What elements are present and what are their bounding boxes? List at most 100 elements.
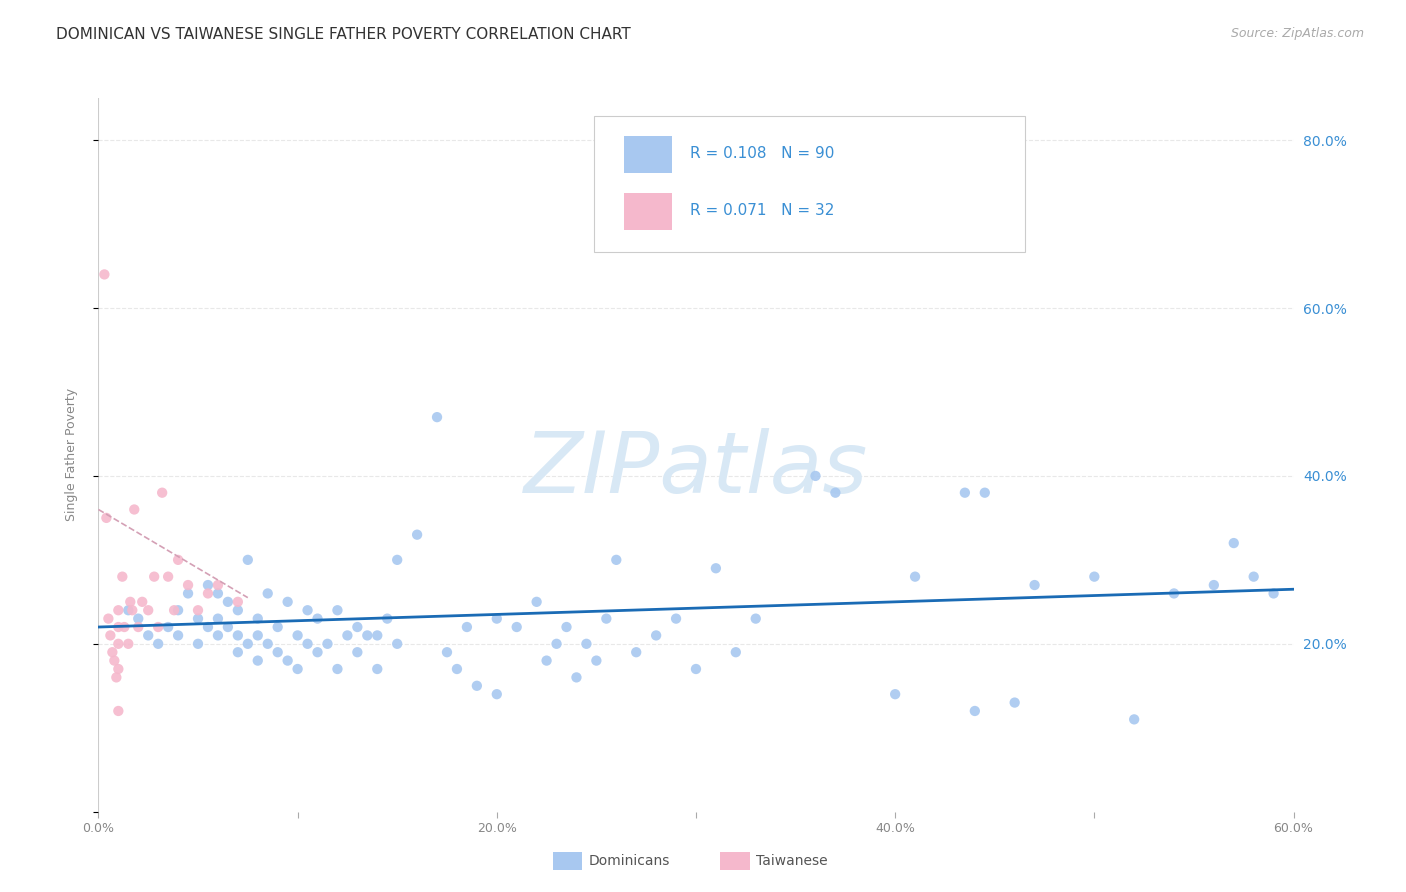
- Point: [356, 628, 378, 642]
- Bar: [720, 853, 749, 871]
- Point: [246, 612, 269, 626]
- Text: Source: ZipAtlas.com: Source: ZipAtlas.com: [1230, 27, 1364, 40]
- Point: [1243, 569, 1265, 583]
- Point: [526, 595, 548, 609]
- Point: [96, 511, 118, 525]
- Point: [1202, 578, 1225, 592]
- Point: [585, 654, 607, 668]
- Point: [456, 620, 478, 634]
- Point: [406, 527, 429, 541]
- Point: [346, 620, 368, 634]
- Point: [884, 687, 907, 701]
- Text: ZIPatlas: ZIPatlas: [524, 427, 868, 511]
- Bar: [624, 193, 672, 230]
- Point: [217, 620, 239, 634]
- Point: [117, 603, 139, 617]
- Point: [105, 670, 128, 684]
- Point: [120, 595, 142, 609]
- Point: [107, 620, 129, 634]
- Point: [167, 553, 190, 567]
- Point: [426, 410, 449, 425]
- Point: [326, 662, 349, 676]
- Point: [446, 662, 468, 676]
- Point: [465, 679, 488, 693]
- Point: [256, 637, 278, 651]
- Point: [107, 662, 129, 676]
- Point: [1263, 586, 1285, 600]
- Point: [704, 561, 727, 575]
- Point: [256, 586, 278, 600]
- Point: [177, 586, 200, 600]
- Point: [685, 662, 707, 676]
- Point: [131, 595, 153, 609]
- Point: [546, 637, 568, 651]
- Point: [904, 569, 927, 583]
- Point: [824, 485, 846, 500]
- Point: [385, 553, 409, 567]
- Point: [1163, 586, 1185, 600]
- Point: [973, 485, 995, 500]
- Point: [366, 628, 388, 642]
- Point: [197, 586, 219, 600]
- Point: [336, 628, 359, 642]
- Point: [287, 628, 309, 642]
- Point: [366, 662, 388, 676]
- Point: [575, 637, 598, 651]
- Point: [307, 612, 329, 626]
- Point: [745, 612, 768, 626]
- Point: [111, 569, 134, 583]
- Point: [536, 654, 558, 668]
- Point: [277, 654, 299, 668]
- Point: [187, 612, 209, 626]
- Point: [326, 603, 349, 617]
- Point: [187, 637, 209, 651]
- Point: [127, 620, 149, 634]
- Point: [267, 620, 290, 634]
- Point: [645, 628, 668, 642]
- Point: [485, 687, 508, 701]
- Bar: [553, 853, 582, 871]
- Point: [148, 620, 170, 634]
- Point: [226, 603, 249, 617]
- Point: [1123, 712, 1146, 726]
- Point: [506, 620, 529, 634]
- Point: [207, 628, 229, 642]
- Point: [277, 595, 299, 609]
- Point: [375, 612, 398, 626]
- Point: [1222, 536, 1246, 550]
- Point: [101, 645, 124, 659]
- Y-axis label: Single Father Poverty: Single Father Poverty: [65, 388, 77, 522]
- Point: [236, 553, 259, 567]
- Text: R = 0.108   N = 90: R = 0.108 N = 90: [690, 146, 834, 161]
- Point: [207, 578, 229, 592]
- Point: [804, 469, 827, 483]
- Point: [143, 569, 166, 583]
- Point: [226, 645, 249, 659]
- Point: [297, 637, 319, 651]
- Point: [157, 569, 180, 583]
- Point: [107, 637, 129, 651]
- Point: [117, 637, 139, 651]
- Point: [1024, 578, 1046, 592]
- Point: [136, 628, 159, 642]
- Point: [287, 662, 309, 676]
- Point: [626, 645, 648, 659]
- Point: [665, 612, 688, 626]
- FancyBboxPatch shape: [595, 116, 1025, 252]
- Point: [100, 628, 122, 642]
- Bar: [624, 136, 672, 173]
- Point: [485, 612, 508, 626]
- Point: [226, 595, 249, 609]
- Point: [555, 620, 578, 634]
- Point: [127, 612, 149, 626]
- Point: [148, 637, 170, 651]
- Point: [267, 645, 290, 659]
- Point: [207, 586, 229, 600]
- Text: Dominicans: Dominicans: [588, 854, 669, 868]
- Point: [93, 268, 115, 282]
- Point: [112, 620, 135, 634]
- Point: [136, 603, 159, 617]
- Point: [297, 603, 319, 617]
- Point: [246, 654, 269, 668]
- Point: [246, 628, 269, 642]
